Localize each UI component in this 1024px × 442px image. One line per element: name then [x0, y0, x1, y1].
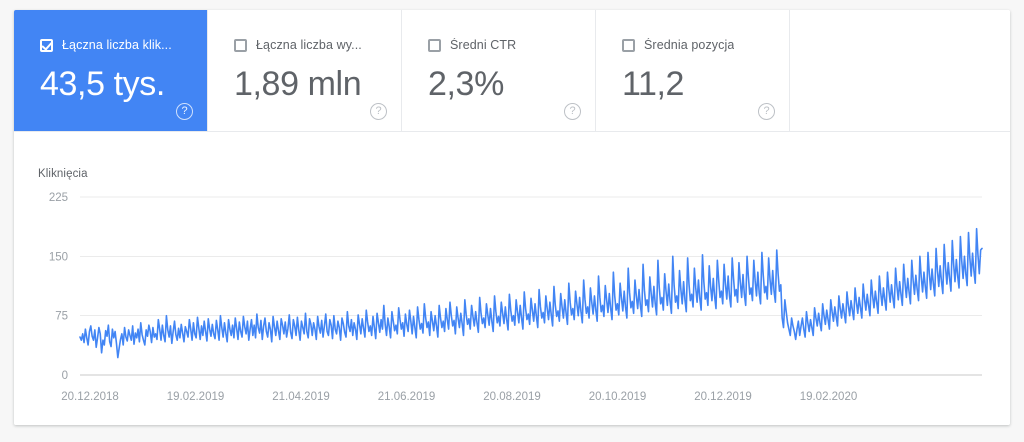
x-axis-tick-label: 20.10.2019 [589, 391, 647, 403]
x-axis-tick-label: 21.06.2019 [378, 391, 436, 403]
x-axis-tick-label: 20.12.2019 [694, 391, 752, 403]
help-icon[interactable]: ? [564, 103, 581, 120]
metric-card-header: Średni CTR [428, 36, 595, 54]
performance-card: Łączna liczba klik... 43,5 tys. ? Łączna… [14, 10, 1010, 425]
clicks-series-line [79, 227, 983, 359]
help-icon[interactable]: ? [758, 103, 775, 120]
checkbox-average-position[interactable] [622, 38, 635, 52]
y-axis-tick-label: 0 [62, 370, 68, 382]
x-axis-tick-label: 19.02.2020 [800, 391, 858, 403]
chart-x-axis-labels: 20.12.2018 19.02.2019 21.04.2019 21.06.2019… [61, 391, 857, 403]
x-axis-tick-label: 21.04.2019 [272, 391, 330, 403]
metric-card-header: Łączna liczba klik... [40, 36, 207, 54]
metric-card-header: Średnia pozycja [622, 36, 789, 54]
y-axis-tick-label: 150 [49, 251, 68, 263]
metric-label-average-ctr: Średni CTR [450, 38, 517, 52]
x-axis-tick-label: 19.02.2019 [167, 391, 225, 403]
chart-y-axis-labels: 0 75 150 225 [49, 192, 68, 382]
checkbox-total-impressions[interactable] [234, 38, 247, 52]
metric-label-total-clicks: Łączna liczba klik... [62, 38, 172, 52]
x-axis-tick-label: 20.12.2018 [61, 391, 119, 403]
metric-cards-filler [790, 10, 1010, 131]
chart-plot-area[interactable]: 0 75 150 225 20.12.2018 19.02.2019 21.04.2019… [14, 132, 1010, 425]
metric-card-average-ctr[interactable]: Średni CTR 2,3% ? [402, 10, 596, 131]
metric-cards-row: Łączna liczba klik... 43,5 tys. ? Łączna… [14, 10, 1010, 132]
y-axis-tick-label: 75 [55, 311, 68, 323]
y-axis-tick-label: 225 [49, 192, 68, 204]
clicks-chart: Kliknięcia 0 75 150 225 20.12.2018 19.02.201… [14, 132, 1010, 425]
checkbox-total-clicks[interactable] [40, 38, 53, 52]
checkbox-average-ctr[interactable] [428, 38, 441, 52]
help-icon[interactable]: ? [370, 103, 387, 120]
metric-value-average-position: 11,2 [622, 65, 685, 103]
metric-value-total-impressions: 1,89 mln [234, 65, 362, 103]
metric-card-total-impressions[interactable]: Łączna liczba wy... 1,89 mln ? [208, 10, 402, 131]
metric-value-total-clicks: 43,5 tys. [40, 65, 165, 103]
metric-label-total-impressions: Łączna liczba wy... [256, 38, 362, 52]
metric-card-average-position[interactable]: Średnia pozycja 11,2 ? [596, 10, 790, 131]
chart-title: Kliknięcia [38, 168, 88, 180]
x-axis-tick-label: 20.08.2019 [483, 391, 541, 403]
metric-label-average-position: Średnia pozycja [644, 38, 735, 52]
metric-card-header: Łączna liczba wy... [234, 36, 401, 54]
help-icon[interactable]: ? [176, 103, 193, 120]
metric-value-average-ctr: 2,3% [428, 65, 504, 103]
chart-gridlines [80, 196, 982, 376]
metric-card-total-clicks[interactable]: Łączna liczba klik... 43,5 tys. ? [14, 10, 208, 131]
